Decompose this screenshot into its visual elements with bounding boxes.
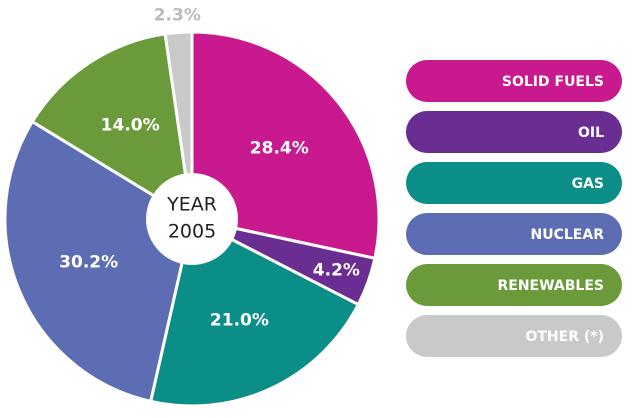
slice-label: 28.4% (250, 138, 309, 158)
legend-label: NUCLEAR (531, 227, 605, 243)
slices (3, 30, 381, 408)
legend-swatch (406, 264, 622, 306)
center-text: YEAR (166, 194, 217, 216)
slice (148, 216, 361, 408)
slice-label: 4.2% (313, 261, 360, 281)
legend-label: OIL (578, 125, 604, 141)
legend-swatch (406, 111, 622, 153)
slice-label: 14.0% (101, 115, 160, 135)
slice (190, 30, 381, 261)
legend-swatch (406, 213, 622, 255)
center-text: 2005 (168, 221, 216, 243)
legend-swatch (406, 162, 622, 204)
legend-label: SOLID FUELS (502, 74, 604, 90)
legend-label: GAS (572, 176, 604, 192)
slice-label: 30.2% (59, 253, 118, 273)
slice (30, 32, 194, 222)
center-hole (146, 173, 238, 265)
legend-swatch (406, 315, 622, 357)
legend-label: OTHER (*) (525, 329, 604, 345)
legend-swatch (406, 60, 622, 102)
labels: 28.4% 4.2% 21.0% 30.2% 14.0% 2.3% (59, 6, 360, 331)
slice-label: 2.3% (154, 6, 201, 26)
slice (163, 30, 194, 220)
slice-label: 21.0% (210, 311, 269, 331)
legend-label: RENEWABLES (497, 278, 604, 294)
legend: SOLID FUELS OIL GAS NUCLEAR RENEWABLES OTHER … (406, 60, 622, 357)
